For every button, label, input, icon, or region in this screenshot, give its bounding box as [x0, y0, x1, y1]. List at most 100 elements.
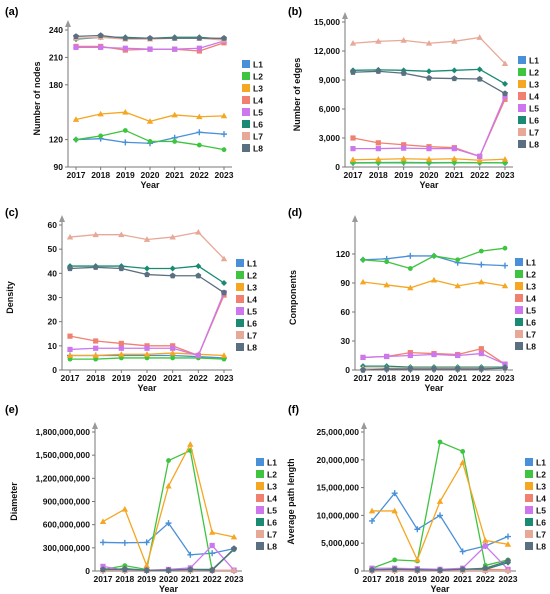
x-axis-label: Year: [424, 383, 444, 393]
x-tick-label: 2023: [225, 574, 244, 584]
data-point: [360, 354, 366, 361]
data-point: [93, 345, 99, 351]
y-tick-label: 300,000,000: [43, 543, 91, 553]
data-point: [220, 255, 228, 262]
legend-swatch: [525, 470, 533, 478]
legend-label: L2: [247, 271, 257, 281]
legend-swatch: [236, 343, 244, 351]
y-tick-label: 60: [341, 307, 351, 317]
y-tick-label: 60: [48, 220, 58, 230]
legend-swatch: [242, 72, 250, 80]
legend-swatch: [236, 331, 244, 339]
data-point: [143, 562, 150, 568]
data-point: [170, 355, 176, 361]
y-axis-label: Average path length: [286, 458, 296, 544]
x-tick-label: 2020: [141, 170, 160, 180]
data-point: [426, 146, 432, 152]
legend-label: L4: [267, 494, 277, 504]
y-tick-label: 1,800,000,000: [36, 427, 91, 437]
data-point: [99, 518, 107, 524]
legend-label: L8: [536, 542, 546, 552]
data-point: [196, 142, 202, 148]
x-axis-label: Year: [137, 383, 157, 393]
data-point: [221, 280, 227, 286]
data-point: [391, 490, 398, 497]
legend-swatch: [256, 542, 264, 550]
data-point: [436, 566, 444, 573]
data-point: [437, 512, 443, 519]
data-point: [209, 550, 216, 557]
data-point: [501, 364, 509, 371]
data-point: [118, 355, 124, 361]
data-point: [169, 265, 176, 272]
y-axis-label: Number of nodes: [32, 61, 42, 135]
x-tick-label: 2018: [86, 373, 105, 383]
data-point: [349, 69, 357, 75]
data-point: [360, 257, 366, 263]
legend-swatch: [518, 116, 526, 124]
x-axis-label: Year: [430, 584, 450, 594]
data-point: [143, 539, 150, 546]
data-point: [166, 458, 171, 463]
x-tick-label: 2018: [115, 574, 134, 584]
y-tick-label: 40: [48, 268, 58, 278]
data-point: [99, 566, 107, 573]
legend-label: L1: [529, 56, 539, 66]
data-point: [172, 139, 178, 144]
data-point: [196, 48, 202, 54]
y-axis-arrow: [352, 215, 358, 222]
y-tick-label: 120: [336, 249, 350, 259]
series-L2: [360, 245, 508, 271]
data-point: [501, 282, 509, 289]
legend-label: L5: [526, 306, 536, 316]
data-point: [504, 557, 512, 564]
data-point: [359, 366, 367, 373]
y-tick-label: 0: [354, 566, 359, 576]
x-tick-label: 2023: [215, 170, 234, 180]
x-tick-label: 2020: [159, 574, 178, 584]
data-point: [414, 556, 421, 563]
data-point: [100, 539, 106, 546]
x-tick-label: 2022: [472, 373, 491, 383]
x-tick-label: 2018: [377, 373, 396, 383]
data-point: [165, 482, 172, 489]
data-point: [169, 233, 176, 240]
legend-swatch: [236, 307, 244, 315]
x-tick-label: 2017: [344, 170, 363, 180]
data-point: [143, 567, 150, 573]
data-point: [425, 74, 433, 81]
legend-label: L3: [253, 84, 263, 94]
data-point: [460, 449, 466, 454]
data-point: [230, 545, 238, 552]
data-point: [407, 252, 414, 259]
legend-label: L3: [536, 482, 546, 492]
x-tick-label: 2017: [67, 170, 86, 180]
x-tick-label: 2017: [61, 373, 80, 383]
y-tick-label: 6,000: [319, 104, 341, 114]
data-point: [73, 44, 79, 50]
data-point: [196, 129, 203, 136]
data-point: [118, 351, 125, 357]
data-point: [455, 352, 461, 359]
data-point: [425, 156, 433, 162]
data-point: [143, 351, 151, 357]
data-point: [504, 541, 512, 547]
legend-swatch: [242, 96, 250, 104]
data-point: [401, 142, 407, 148]
panel-label: (f): [288, 404, 299, 416]
x-tick-label: 2021: [181, 574, 200, 584]
legend-label: L2: [526, 270, 536, 280]
y-tick-label: 3,000: [319, 133, 341, 143]
legend-swatch: [256, 458, 264, 466]
x-tick-label: 2019: [116, 170, 135, 180]
data-point: [146, 118, 154, 124]
legend-label: L1: [267, 458, 277, 468]
panel-label: (d): [288, 207, 302, 219]
data-point: [407, 266, 413, 271]
data-point: [414, 526, 421, 533]
data-point: [195, 263, 202, 270]
data-point: [501, 60, 509, 66]
y-tick-label: 25,000,000: [316, 427, 359, 437]
data-point: [196, 45, 202, 51]
legend: L1 L2 L3 L4 L5 L6 L7 L8: [518, 56, 539, 150]
